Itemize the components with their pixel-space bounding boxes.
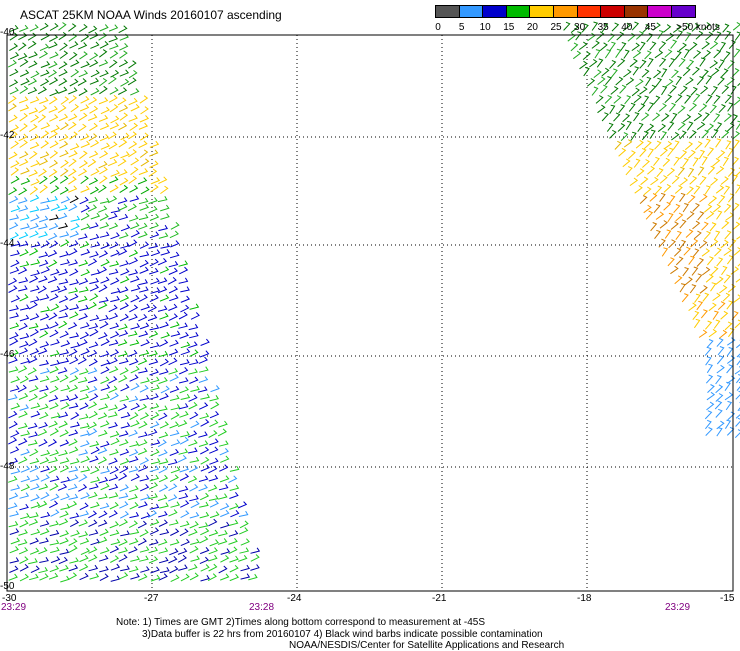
legend-swatch-0: [435, 5, 460, 18]
legend-label-8: 40: [621, 22, 633, 33]
lat-label-46: -46: [0, 349, 15, 360]
lon-label-18: -18: [577, 593, 592, 604]
wind-speed-legend: 0 5 10 15 20 25 30 35 40 45 >50 knots: [435, 5, 740, 35]
legend-label-6: 30: [574, 22, 586, 33]
legend-swatch-6: [576, 5, 602, 18]
time-label-middle: 23:28: [249, 602, 275, 613]
legend-swatch-7: [600, 5, 625, 18]
legend-label-9: 45: [644, 22, 656, 33]
legend-label-10: >50 knots: [676, 22, 720, 33]
lat-lon-grid: [7, 35, 733, 591]
legend-swatch-5: [553, 5, 578, 18]
lon-label-15: -15: [720, 593, 735, 604]
legend-swatch-10: [671, 5, 696, 18]
legend-swatch-8: [623, 5, 649, 18]
lat-label-50: -50: [0, 581, 15, 592]
lat-label-48: -48: [0, 461, 15, 472]
legend-label-4: 20: [526, 22, 538, 33]
legend-swatch-2: [482, 5, 507, 18]
lat-label-44: -44: [0, 238, 15, 249]
legend-swatch-3: [505, 5, 531, 18]
lat-label-40: -40: [0, 27, 15, 38]
map-title: ASCAT 25KM NOAA Winds 20160107 ascending: [20, 8, 282, 22]
map-frame: [6, 34, 734, 592]
lon-label-24: -24: [287, 593, 302, 604]
legend-swatch-1: [458, 5, 484, 18]
lat-label-42: -42: [0, 130, 15, 141]
note-line-3: NOAA/NESDIS/Center for Satellite Applica…: [289, 640, 565, 651]
legend-label-2: 10: [479, 22, 491, 33]
lon-label-21: -21: [432, 593, 447, 604]
legend-label-3: 15: [503, 22, 515, 33]
time-label-right: 23:29: [665, 602, 691, 613]
note-line-1: Note: 1) Times are GMT 2)Times along bot…: [116, 617, 486, 628]
legend-label-5: 25: [550, 22, 562, 33]
legend-swatch-9: [647, 5, 672, 18]
legend-label-1: 5: [458, 22, 465, 33]
legend-swatch-4: [529, 5, 554, 18]
lon-label-27: -27: [144, 593, 159, 604]
legend-label-7: 35: [597, 22, 609, 33]
lon-label-30: -30: [2, 593, 17, 604]
legend-label-0: 0: [435, 22, 441, 33]
note-line-2: 3)Data buffer is 22 hrs from 20160107 4)…: [142, 629, 543, 640]
time-label-left: 23:29: [1, 602, 27, 613]
wind-barbs: [7, 21, 740, 583]
